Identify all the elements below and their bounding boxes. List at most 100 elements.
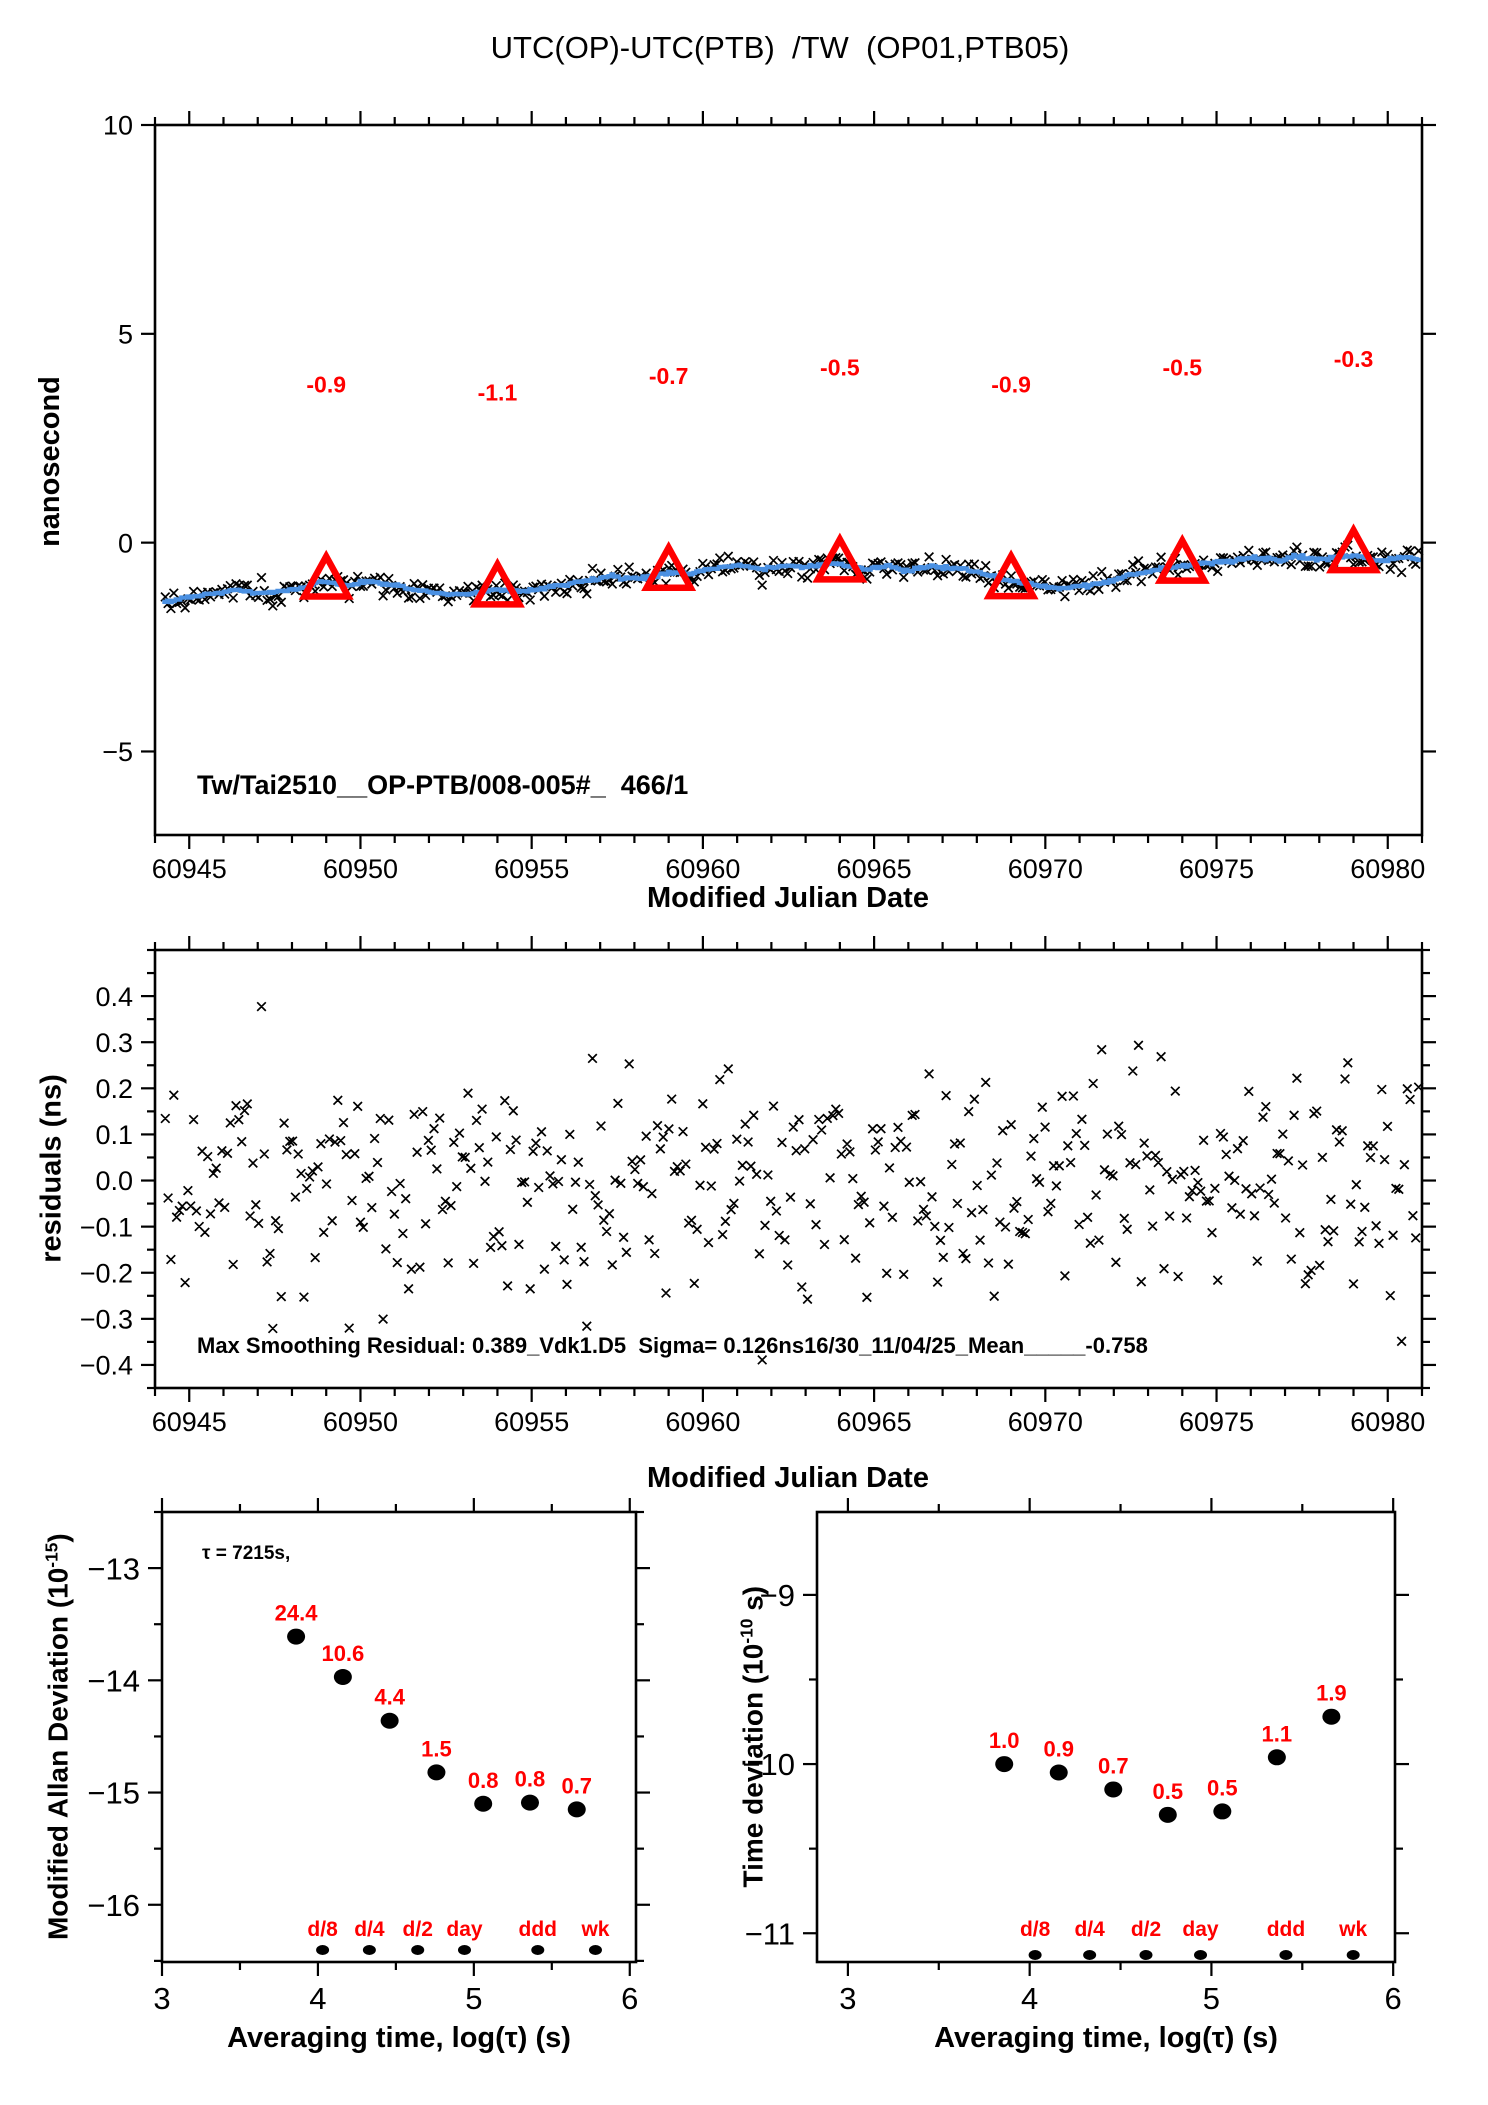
panel-tdev: 3 4 5 6 −9 −10 −11 1.0 0.9 0.7 0.5 0.5 1.1 1.9 d/8 d/4 d… (742, 1498, 1409, 2016)
calibration-triangle (812, 532, 868, 583)
tau-mark-dot (362, 1945, 376, 1955)
deviation-value-label: 0.5 (1207, 1775, 1238, 1800)
axis-title-mdev: Modified Allan Deviation (10-15) (41, 1512, 74, 1962)
tau-mark-dot (1279, 1950, 1293, 1960)
axis-title-text: s) (737, 1585, 769, 1619)
calibration-triangle (983, 549, 1039, 600)
axis-title-mjd-top: Modified Julian Date (647, 882, 929, 914)
deviation-point (427, 1764, 446, 1781)
deviation-value-label: 0.5 (1153, 1779, 1184, 1804)
axis-title-text: Time deviation (10 (737, 1643, 769, 1888)
y-tick-label: −9 (760, 1578, 795, 1613)
x-tick-label: 60965 (837, 854, 912, 884)
calibration-triangle (641, 540, 697, 591)
tau-mark-dot (1139, 1950, 1153, 1960)
deviation-value-label: 1.5 (421, 1736, 452, 1761)
y-tick-label: −16 (87, 1888, 140, 1923)
x-tick-label: 60970 (1008, 854, 1083, 884)
y-tick-label: 5 (118, 320, 133, 350)
tau-mark-label: day (446, 1918, 483, 1941)
x-tick-label: 6 (621, 1981, 638, 2016)
calibration-triangle (1326, 523, 1382, 574)
panel-residuals: 60945 60950 60955 60960 60965 60970 60975 60980… (80, 936, 1436, 1437)
deviation-point (333, 1668, 352, 1685)
deviation-point (1049, 1764, 1068, 1781)
tau-mark-dot (1194, 1950, 1208, 1960)
x-tick-label: 4 (1021, 1981, 1038, 2016)
deviation-point (567, 1801, 586, 1818)
deviation-point (474, 1795, 493, 1812)
x-tick-label: 60970 (1008, 1407, 1083, 1437)
x-tick-label: 60945 (152, 854, 227, 884)
deviation-value-label: 0.7 (561, 1773, 592, 1798)
page-title: UTC(OP)-UTC(PTB) /TW (OP01,PTB05) (490, 30, 1070, 65)
panel-frame (815, 1510, 1397, 1964)
x-tick-label: 5 (1203, 1981, 1220, 2016)
y-tick-label: −13 (87, 1551, 140, 1586)
smoothing-stats-text: Max Smoothing Residual: 0.389_Vdk1.D5 Si… (197, 1333, 1148, 1358)
deviation-point (1158, 1806, 1177, 1823)
y-tick-label: −5 (102, 737, 133, 767)
y-tick-label: −0.3 (80, 1305, 133, 1335)
x-tick-label: 60980 (1350, 854, 1425, 884)
tau-mark-dot (1028, 1950, 1042, 1960)
triangle-value-label: -0.9 (306, 371, 346, 397)
y-tick-label: −0.1 (80, 1212, 133, 1242)
deviation-value-label: 0.7 (1098, 1753, 1129, 1778)
y-tick-label: 0.0 (95, 1166, 133, 1196)
deviation-value-label: 1.9 (1316, 1681, 1347, 1706)
panel-mdev: 3 4 5 6 −13 −14 −15 −16 24.410.6 4.4 1.5 0.8 0.8 0.7 d… (87, 1498, 650, 2016)
calibration-triangle (469, 557, 525, 608)
y-tick-label: 0.1 (95, 1120, 133, 1150)
calibration-triangle (1154, 533, 1210, 584)
x-tick-label: 60980 (1350, 1407, 1425, 1437)
tau-mark-dot (1346, 1950, 1360, 1960)
x-tick-label: 60960 (665, 1407, 740, 1437)
axis-title-text: ) (42, 1533, 74, 1543)
deviation-point (995, 1756, 1014, 1773)
y-tick-label: −10 (742, 1747, 795, 1782)
x-tick-label: 6 (1385, 1981, 1402, 2016)
deviation-point (1104, 1781, 1123, 1798)
measurement-points (160, 540, 1424, 614)
tau-mark-label: day (1182, 1918, 1219, 1941)
axis-title-avgtime-right: Averaging time, log(τ) (s) (934, 2022, 1278, 2054)
y-tick-label: −11 (745, 1916, 795, 1951)
axis-title-avgtime-left: Averaging time, log(τ) (s) (227, 2022, 571, 2054)
axis-title-text: residuals (ns) (35, 1074, 68, 1263)
deviation-value-label: 10.6 (321, 1641, 364, 1666)
tau-mark-label: d/2 (403, 1918, 433, 1941)
deviation-point (1267, 1749, 1286, 1766)
x-tick-label: 60965 (837, 1407, 912, 1437)
y-tick-label: −15 (87, 1776, 140, 1811)
tau-mark-dot (316, 1945, 330, 1955)
y-tick-label: 10 (103, 111, 133, 141)
x-tick-label: 3 (839, 1981, 856, 2016)
tau-mark-dot (411, 1945, 425, 1955)
panel-frame (153, 948, 1424, 1390)
y-tick-label: 0 (118, 528, 133, 558)
axis-title-text: nanosecond (34, 376, 66, 547)
residual-points (160, 1001, 1424, 1365)
tau-mark-label: d/8 (307, 1918, 338, 1941)
x-tick-label: 60955 (494, 854, 569, 884)
tau-mark-label: ddd (519, 1918, 557, 1941)
triangle-value-label: -0.9 (991, 371, 1031, 397)
tau-mark-dot (531, 1945, 545, 1955)
y-tick-label: −14 (87, 1663, 140, 1698)
tau-note: τ = 7215s, (202, 1543, 291, 1564)
deviation-value-label: 0.8 (468, 1768, 499, 1793)
tau-mark-label: d/2 (1131, 1918, 1161, 1941)
deviation-value-label: 1.1 (1262, 1721, 1293, 1746)
smoothed-points (162, 552, 1422, 605)
tau-mark-label: wk (1338, 1918, 1367, 1941)
x-tick-label: 5 (465, 1981, 482, 2016)
x-tick-label: 60950 (323, 854, 398, 884)
panel-frame (160, 1510, 638, 1964)
x-tick-label: 4 (309, 1981, 326, 2016)
axis-title-residuals: residuals (ns) (36, 950, 69, 1388)
axis-title-exponent: -15 (41, 1542, 62, 1568)
deviation-value-label: 24.4 (275, 1601, 319, 1626)
axis-title-exponent: -10 (736, 1618, 757, 1644)
